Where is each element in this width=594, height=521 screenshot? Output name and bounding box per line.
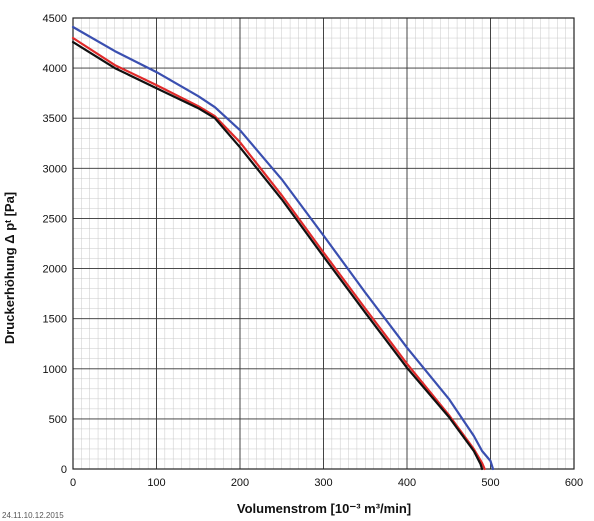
y-tick-label: 2000 — [43, 264, 67, 276]
y-tick-label: 500 — [49, 414, 67, 426]
x-tick-label: 100 — [147, 477, 165, 489]
series-line-1 — [71, 25, 495, 471]
series-line-2 — [71, 36, 486, 471]
plot-frame — [72, 17, 575, 470]
y-tick-label: 3500 — [43, 113, 67, 125]
x-tick-label: 300 — [314, 477, 332, 489]
x-tick-label: 500 — [481, 477, 499, 489]
y-tick-label: 1000 — [43, 364, 67, 376]
y-tick-labels: 0 500 1000 1500 2000 2500 3000 3500 4000 4500 — [43, 13, 67, 476]
x-tick-label: 400 — [398, 477, 416, 489]
y-tick-label: 4000 — [43, 63, 67, 75]
x-tick-label: 600 — [565, 477, 583, 489]
y-tick-label: 2500 — [43, 213, 67, 225]
y-axis-label: Druckerhöhung Δ pᵗ [Pa] — [2, 192, 17, 344]
y-tick-label: 1500 — [43, 314, 67, 326]
x-tick-label: 200 — [231, 477, 249, 489]
x-tick-label: 0 — [70, 477, 76, 489]
x-axis-label: Volumenstrom [10⁻³ m³/min] — [237, 501, 411, 516]
series-line-3 — [71, 40, 484, 471]
y-tick-label: 0 — [61, 464, 67, 476]
y-tick-label: 3000 — [43, 163, 67, 175]
y-tick-label: 4500 — [43, 13, 67, 25]
x-tick-labels: 0 100 200 300 400 500 600 — [70, 477, 583, 489]
footer-text: 24.11.10.12.2015 — [2, 511, 64, 520]
series-layer — [71, 25, 495, 471]
